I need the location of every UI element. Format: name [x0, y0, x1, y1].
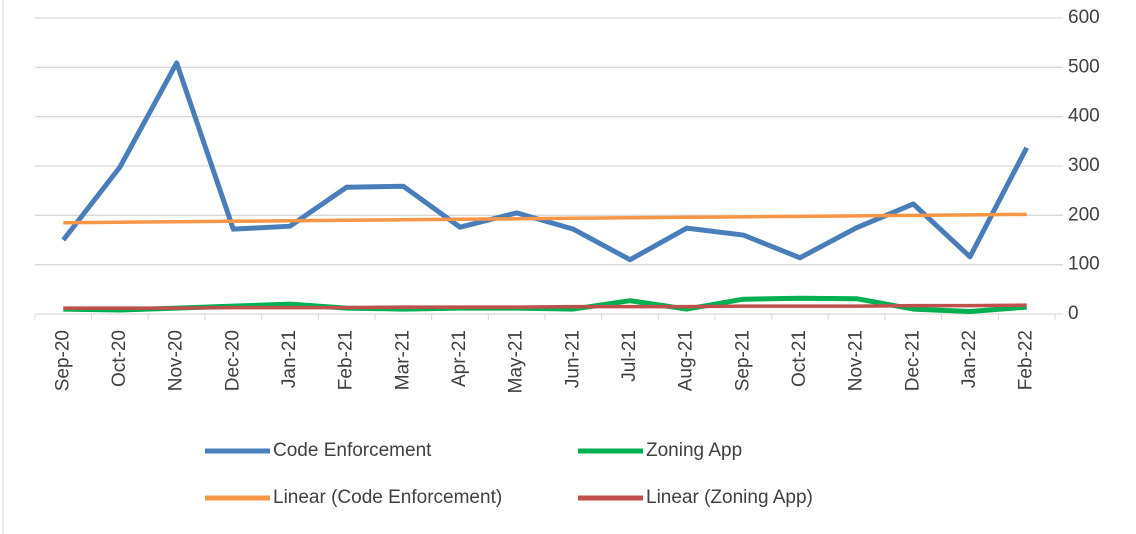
- x-tick-label: Feb-21: [336, 330, 357, 390]
- series-line: [61, 60, 1029, 263]
- legend-label: Linear (Zoning App): [646, 487, 813, 508]
- y-tick-label: 100: [1068, 254, 1100, 275]
- series-line: [63, 212, 1027, 225]
- legend-label: Zoning App: [646, 440, 742, 461]
- legend-label: Code Enforcement: [273, 440, 432, 461]
- y-tick-label: 300: [1068, 155, 1100, 176]
- x-tick-label: Jan-22: [959, 330, 980, 388]
- x-tick-label: Jun-21: [562, 330, 583, 388]
- x-tick-label: Nov-20: [166, 330, 187, 391]
- y-tick-label: 600: [1068, 7, 1100, 28]
- x-tick-label: Oct-20: [109, 330, 130, 387]
- x-tick-label: Oct-21: [789, 330, 810, 387]
- x-tick-label: Dec-20: [222, 330, 243, 391]
- x-tick-label: Apr-21: [449, 330, 470, 387]
- y-tick-label: 0: [1068, 303, 1079, 324]
- x-tick-label: Mar-21: [392, 330, 413, 390]
- series-line: [63, 303, 1027, 310]
- x-tick-label: Nov-21: [846, 330, 867, 391]
- x-tick-label: Aug-21: [676, 330, 697, 391]
- x-tick-label: May-21: [506, 330, 527, 393]
- x-tick-label: Dec-21: [902, 330, 923, 391]
- y-tick-label: 200: [1068, 204, 1100, 225]
- y-tick-label: 400: [1068, 106, 1100, 127]
- x-tick-label: Sep-21: [732, 330, 753, 391]
- x-tick-label: Feb-22: [1016, 330, 1037, 390]
- legend-label: Linear (Code Enforcement): [273, 487, 502, 508]
- x-tick-label: Jul-21: [619, 330, 640, 382]
- y-tick-label: 500: [1068, 56, 1100, 77]
- x-tick-label: Jan-21: [279, 330, 300, 388]
- x-tick-label: Sep-20: [52, 330, 73, 391]
